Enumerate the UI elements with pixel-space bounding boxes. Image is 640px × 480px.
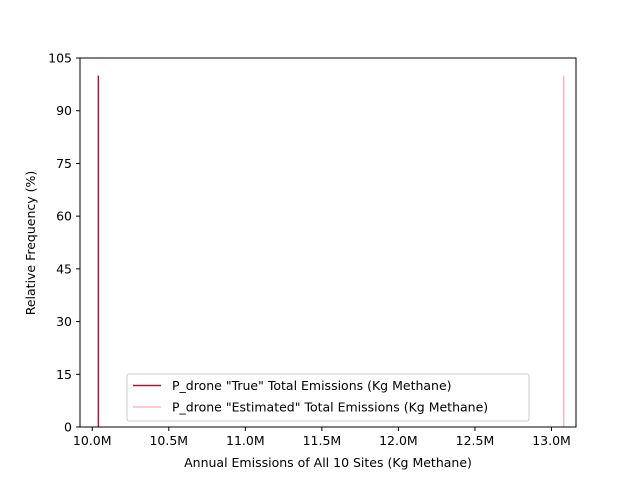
y-tick-label: 45 xyxy=(56,261,72,276)
x-tick-label: 10.5M xyxy=(149,433,188,448)
x-axis-label: Annual Emissions of All 10 Sites (Kg Met… xyxy=(184,455,472,470)
y-tick-label: 75 xyxy=(56,156,72,171)
y-tick-label: 105 xyxy=(48,51,72,66)
plot-frame xyxy=(79,57,577,428)
x-tick-label: 12.0M xyxy=(379,433,418,448)
legend-label-estimated: P_drone "Estimated" Total Emissions (Kg … xyxy=(172,400,488,415)
legend-label-true: P_drone "True" Total Emissions (Kg Metha… xyxy=(172,378,452,393)
x-tick-label: 13.0M xyxy=(532,433,571,448)
legend: P_drone "True" Total Emissions (Kg Metha… xyxy=(126,373,530,422)
y-tick-label: 60 xyxy=(56,209,72,224)
x-tick-label: 10.0M xyxy=(73,433,112,448)
x-tick-label: 12.5M xyxy=(456,433,495,448)
y-tick-label: 0 xyxy=(64,420,72,435)
legend-box xyxy=(126,373,530,422)
y-tick-label: 30 xyxy=(56,314,72,329)
x-tick-label: 11.5M xyxy=(303,433,342,448)
y-axis-ticks: 0 15 30 45 60 75 90 105 xyxy=(48,51,80,435)
x-axis-ticks: 10.0M 10.5M 11.0M 11.5M 12.0M 12.5M 13.0M xyxy=(73,427,571,448)
y-tick-label: 90 xyxy=(56,103,72,118)
x-tick-label: 11.0M xyxy=(226,433,265,448)
y-tick-label: 15 xyxy=(56,367,72,382)
plot-marks xyxy=(97,75,565,427)
y-axis-label: Relative Frequency (%) xyxy=(23,171,38,316)
